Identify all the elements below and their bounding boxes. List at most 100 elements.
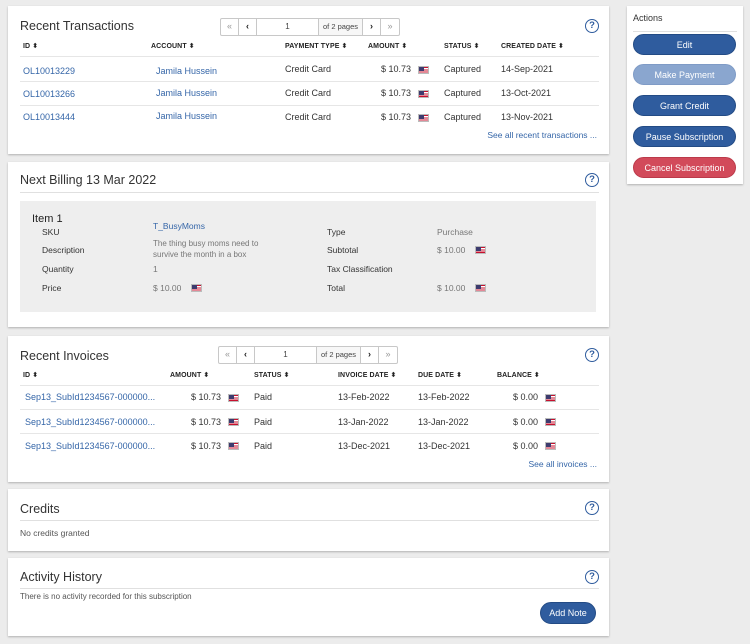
transaction-payment-type: Credit Card (285, 112, 332, 122)
col-header-created-date[interactable]: CREATED DATE ⬍ (501, 42, 564, 50)
help-icon[interactable]: ? (585, 348, 599, 362)
col-header-due-date[interactable]: DUE DATE ⬍ (418, 371, 462, 379)
sort-icon: ⬍ (533, 372, 540, 379)
pager-first-button[interactable]: « (221, 19, 239, 35)
us-flag-icon (191, 284, 202, 292)
us-flag-icon (475, 284, 486, 292)
actions-panel: Actions Edit Make Payment Grant Credit P… (627, 6, 743, 184)
sort-icon: ⬍ (456, 372, 463, 379)
transactions-pager: « ‹ 1 of 2 pages › » (220, 18, 400, 36)
total-label: Total (327, 283, 345, 293)
col-header-amount[interactable]: AMOUNT ⬍ (368, 42, 407, 50)
help-icon[interactable]: ? (585, 173, 599, 187)
add-note-button[interactable]: Add Note (540, 602, 596, 624)
next-billing-card: Next Billing 13 Mar 2022 ? Item 1 SKU T_… (8, 162, 609, 327)
col-header-invoice-date[interactable]: INVOICE DATE ⬍ (338, 371, 396, 379)
divider (20, 56, 599, 57)
col-header-status[interactable]: STATUS ⬍ (254, 371, 290, 379)
us-flag-icon (228, 418, 239, 426)
col-header-label: AMOUNT (368, 43, 400, 50)
col-header-label: AMOUNT (170, 372, 202, 379)
col-header-status[interactable]: STATUS ⬍ (444, 42, 480, 50)
sort-icon: ⬍ (558, 43, 564, 50)
transaction-account-link[interactable]: Jamila Hussein (156, 88, 218, 98)
us-flag-icon (418, 90, 429, 98)
pager-first-button[interactable]: « (219, 347, 237, 363)
actions-title: Actions (633, 13, 663, 23)
col-header-payment-type[interactable]: PAYMENT TYPE ⬍ (285, 42, 347, 50)
transaction-account-link[interactable]: Jamila Hussein (156, 111, 218, 121)
cancel-subscription-button[interactable]: Cancel Subscription (633, 157, 736, 178)
col-header-id[interactable]: ID ⬍ (23, 42, 38, 50)
help-icon[interactable]: ? (585, 501, 599, 515)
col-header-id[interactable]: ID ⬍ (23, 371, 38, 379)
divider (20, 588, 599, 589)
transaction-id-link[interactable]: OL10013229 (23, 66, 76, 76)
col-header-balance[interactable]: BALANCE ⬍ (497, 371, 540, 379)
sort-icon: ⬍ (473, 43, 480, 50)
col-header-label: ID (23, 372, 31, 379)
recent-invoices-title: Recent Invoices (20, 349, 109, 363)
pager-page-input[interactable]: 1 (255, 347, 317, 363)
transaction-id-link[interactable]: OL10013266 (23, 89, 76, 99)
transaction-payment-type: Credit Card (285, 64, 332, 74)
us-flag-icon (545, 394, 556, 402)
pager-prev-button[interactable]: ‹ (239, 19, 257, 35)
description-label: Description (42, 245, 85, 255)
description-value-line1: The thing busy moms need to (153, 239, 259, 248)
invoice-id-link[interactable]: Sep13_SubId1234567-000000... (25, 392, 156, 402)
invoice-balance: $ 0.00 (513, 417, 539, 427)
pager-next-button[interactable]: › (361, 347, 379, 363)
us-flag-icon (228, 394, 239, 402)
pager-next-button[interactable]: › (363, 19, 381, 35)
type-label: Type (327, 227, 346, 237)
col-header-label: ACCOUNT (151, 43, 187, 50)
see-all-transactions-link[interactable]: See all recent transactions ... (487, 130, 597, 140)
col-header-account[interactable]: ACCOUNT ⬍ (151, 42, 195, 50)
help-icon[interactable]: ? (585, 19, 599, 33)
divider (20, 385, 599, 386)
type-value: Purchase (437, 227, 473, 237)
make-payment-button[interactable]: Make Payment (633, 64, 736, 85)
edit-button[interactable]: Edit (633, 34, 736, 55)
help-icon[interactable]: ? (585, 570, 599, 584)
sku-value-link[interactable]: T_BusyMoms (153, 221, 205, 231)
pager-last-button[interactable]: » (387, 21, 393, 31)
transaction-status: Captured (444, 64, 482, 74)
transaction-created-date: 14-Sep-2021 (501, 64, 554, 74)
invoice-date: 13-Feb-2022 (338, 392, 390, 402)
invoice-id-link[interactable]: Sep13_SubId1234567-000000... (25, 417, 156, 427)
pager-page-input[interactable]: 1 (257, 19, 319, 35)
next-billing-title: Next Billing 13 Mar 2022 (20, 173, 157, 187)
transaction-status: Captured (444, 88, 482, 98)
subtotal-value: $ 10.00 (437, 245, 466, 255)
invoice-balance: $ 0.00 (513, 392, 539, 402)
divider (633, 31, 737, 32)
us-flag-icon (545, 442, 556, 450)
transaction-amount: $ 10.73 (381, 112, 412, 122)
pager-prev-button[interactable]: ‹ (237, 347, 255, 363)
quantity-label: Quantity (42, 264, 74, 274)
divider (20, 105, 599, 106)
us-flag-icon (545, 418, 556, 426)
col-header-amount[interactable]: AMOUNT ⬍ (170, 371, 209, 379)
quantity-value: 1 (153, 264, 158, 274)
divider (20, 520, 599, 521)
transaction-id-link[interactable]: OL10013444 (23, 112, 76, 122)
col-header-label: ID (23, 43, 31, 50)
invoice-due-date: 13-Dec-2021 (418, 441, 471, 451)
billing-item-title: Item 1 (32, 213, 63, 225)
credits-title: Credits (20, 502, 60, 516)
transaction-account-link[interactable]: Jamila Hussein (156, 66, 218, 76)
grant-credit-button[interactable]: Grant Credit (633, 95, 736, 116)
see-all-invoices-link[interactable]: See all invoices ... (528, 459, 597, 469)
tax-classification-label: Tax Classification (327, 264, 393, 274)
pager-last-button[interactable]: » (385, 349, 391, 359)
description-value-line2: survive the month in a box (153, 250, 247, 259)
invoice-status: Paid (254, 417, 273, 427)
col-header-label: STATUS (254, 372, 282, 379)
col-header-label: BALANCE (497, 372, 532, 379)
invoice-id-link[interactable]: Sep13_SubId1234567-000000... (25, 441, 156, 451)
pause-subscription-button[interactable]: Pause Subscription (633, 126, 736, 147)
activity-empty-message: There is no activity recorded for this s… (20, 592, 192, 601)
